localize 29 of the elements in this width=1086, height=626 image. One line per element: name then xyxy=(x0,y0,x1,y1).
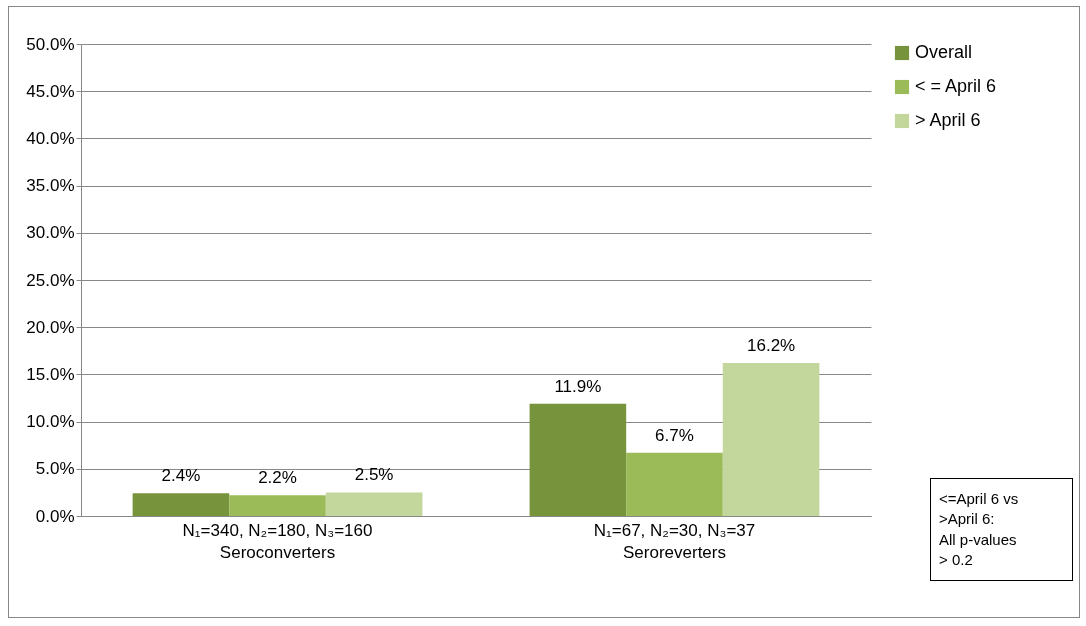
x-tick-label: N₁=67, N₂=30, N₃=37 Seroreverters xyxy=(593,520,756,562)
bar xyxy=(325,492,423,516)
data-label: 2.2% xyxy=(258,468,297,488)
y-tick-label: 40.0% xyxy=(26,128,75,148)
y-tick-label: 50.0% xyxy=(26,34,75,54)
bar xyxy=(626,452,723,516)
y-tick-label: 35.0% xyxy=(26,176,75,196)
data-label: 16.2% xyxy=(746,336,796,356)
y-tick-label: 10.0% xyxy=(26,412,75,432)
y-tick-label: 5.0% xyxy=(35,459,75,479)
text: <=April 6 vs >April 6: All p-values > 0.2 xyxy=(930,478,1073,581)
y-tick-label: 15.0% xyxy=(26,364,75,384)
x-tick-label: N₁=340, N₂=180, N₃=160 Seroconverters xyxy=(182,520,373,562)
legend-label: > April 6 xyxy=(915,110,981,130)
legend-label: Overall xyxy=(915,42,973,62)
y-tick-label: 45.0% xyxy=(26,81,75,101)
y-tick-label: 25.0% xyxy=(26,270,75,290)
y-tick-label: 20.0% xyxy=(26,317,75,337)
bar xyxy=(229,495,326,516)
data-label: 11.9% xyxy=(554,376,602,396)
data-label: 6.7% xyxy=(655,425,694,445)
bar xyxy=(722,363,820,516)
data-label: 2.4% xyxy=(161,466,201,486)
bar xyxy=(529,403,627,516)
y-tick-label: 30.0% xyxy=(26,223,75,243)
data-label: 2.5% xyxy=(354,465,394,485)
legend-label: < = April 6 xyxy=(915,76,997,96)
y-tick-label: 0.0% xyxy=(35,506,75,526)
bar xyxy=(132,493,230,516)
